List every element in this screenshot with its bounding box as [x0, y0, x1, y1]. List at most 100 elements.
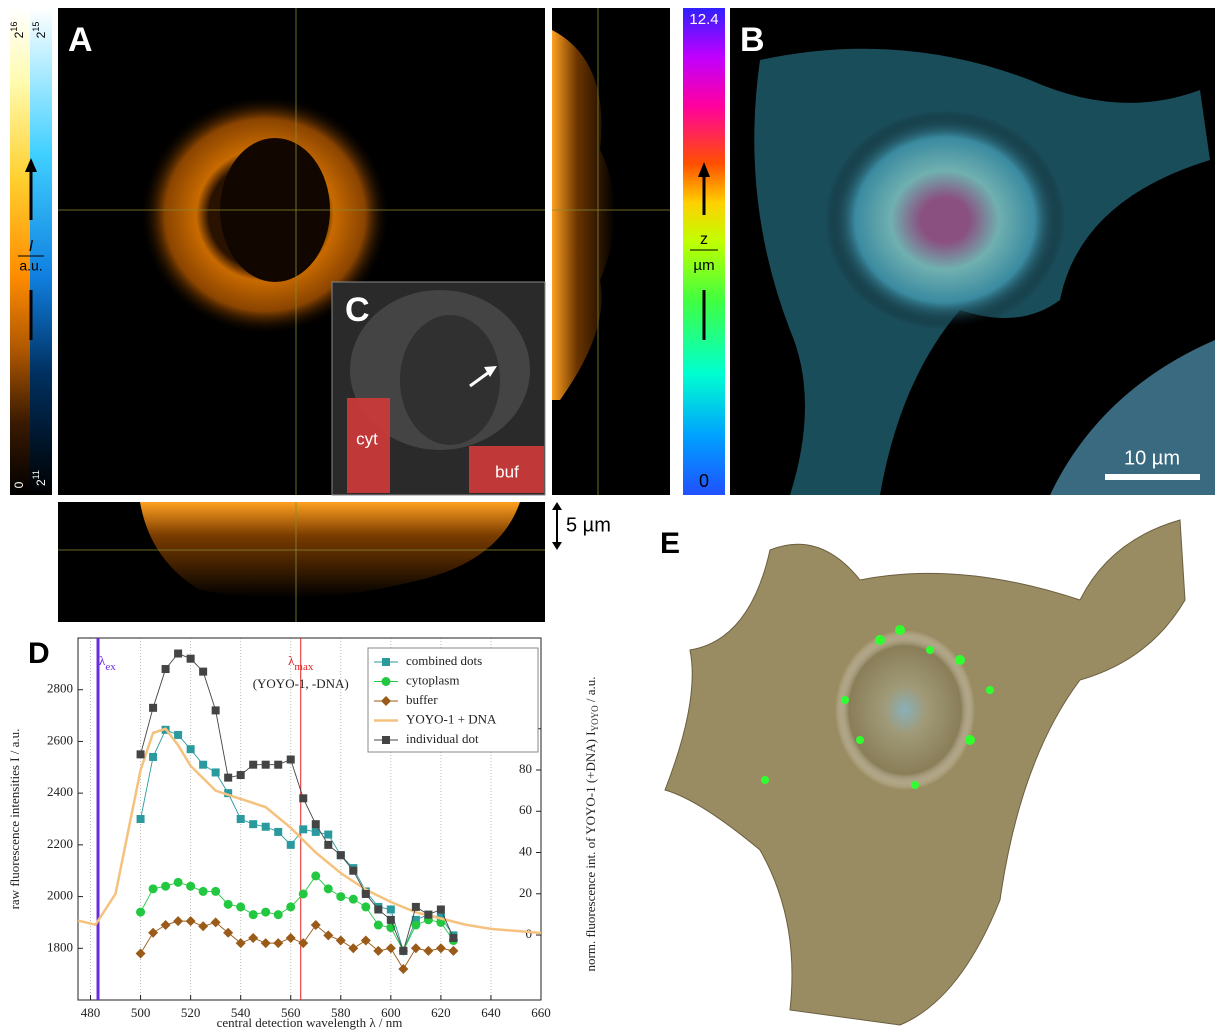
- marker: [435, 943, 446, 954]
- marker: [223, 899, 233, 909]
- x-tick-label: 540: [231, 1005, 251, 1020]
- y-axis-label: raw fluorescence intensities I / a.u.: [7, 729, 22, 910]
- marker: [136, 815, 145, 823]
- marker: [286, 902, 296, 912]
- legend-marker: [381, 696, 391, 706]
- x-tick-label: 640: [481, 1005, 501, 1020]
- y-tick-label: 2000: [47, 888, 73, 903]
- legend-label: YOYO-1 + DNA: [406, 711, 497, 726]
- marker: [386, 905, 395, 914]
- marker: [261, 760, 270, 769]
- marker: [260, 938, 271, 949]
- marker: [385, 943, 396, 954]
- x-tick-label: 580: [331, 1005, 351, 1020]
- marker: [285, 932, 296, 943]
- x-tick-label: 480: [81, 1005, 101, 1020]
- legend-marker: [382, 658, 390, 666]
- marker: [148, 884, 158, 894]
- region: [347, 398, 390, 493]
- marker: [273, 910, 283, 920]
- y-tick-label: 2800: [47, 681, 73, 696]
- annotation-sub: ex: [105, 661, 116, 673]
- marker: [373, 945, 384, 956]
- marker: [299, 825, 308, 834]
- annotation: λmax: [288, 653, 314, 673]
- marker: [185, 916, 196, 927]
- annotation-symbol: λ: [99, 653, 106, 668]
- annotation: λex: [99, 653, 116, 673]
- y2-tick-label: 80: [519, 761, 532, 776]
- y2-label-unit: / a.u.: [583, 677, 598, 706]
- marker: [373, 920, 383, 930]
- marker: [186, 745, 195, 754]
- cell: [1050, 340, 1215, 495]
- colorbar-unit: µm: [693, 257, 714, 274]
- dot: [926, 646, 934, 654]
- marker: [361, 902, 371, 912]
- plot-frame: [77, 637, 542, 1001]
- colorbar-unit: a.u.: [19, 258, 42, 274]
- marker: [299, 794, 308, 803]
- region-label: buf: [495, 462, 519, 481]
- y2-tick-label: 60: [519, 802, 532, 817]
- arrow-head: [25, 158, 37, 172]
- marker: [149, 752, 158, 761]
- marker: [211, 706, 220, 715]
- panel-label: A: [68, 21, 93, 59]
- dot: [841, 696, 849, 704]
- y2-label-main: norm. fluorescence int. of YOYO-1 (+DNA)…: [583, 731, 598, 971]
- cell-body: [825, 110, 1065, 330]
- marker: [348, 943, 359, 954]
- colorbar-tick: 215: [31, 22, 48, 39]
- marker: [173, 916, 184, 927]
- y-tick-label: 2600: [47, 732, 73, 747]
- y2-label-sub: YOYO: [590, 705, 600, 731]
- colorbar-tick: 216: [9, 22, 26, 39]
- marker: [199, 760, 208, 769]
- marker: [261, 822, 270, 831]
- legend-marker: [382, 736, 390, 744]
- colorbar-quantity: z: [700, 231, 708, 248]
- marker: [211, 886, 221, 896]
- marker: [361, 889, 370, 898]
- marker: [198, 886, 208, 896]
- arrow-head: [484, 366, 497, 377]
- panel-label: D: [28, 637, 50, 670]
- marker: [135, 948, 146, 959]
- marker: [173, 877, 183, 887]
- marker: [223, 927, 234, 938]
- dot: [955, 655, 965, 665]
- marker: [311, 820, 320, 829]
- marker: [161, 881, 171, 891]
- marker: [310, 920, 321, 931]
- legend-marker: [381, 677, 391, 686]
- marker: [186, 881, 196, 891]
- marker: [336, 892, 346, 902]
- marker: [210, 917, 221, 928]
- colorbar-labels: 216 215 0 211: [9, 22, 48, 489]
- marker: [324, 840, 333, 849]
- x-tick-label: 620: [431, 1005, 451, 1020]
- marker: [274, 760, 283, 769]
- marker: [349, 866, 358, 875]
- colorbar: [683, 8, 725, 495]
- dot: [965, 735, 975, 745]
- colorbar-tick: 0: [12, 481, 26, 488]
- marker: [336, 851, 345, 860]
- nucleus-render: [835, 630, 975, 790]
- legend-label: individual dot: [406, 731, 479, 746]
- y-tick-label: 2200: [47, 836, 73, 851]
- marker: [286, 755, 295, 764]
- panel-label: E: [660, 527, 680, 560]
- dot: [761, 776, 769, 784]
- marker: [211, 768, 220, 777]
- dot: [875, 635, 885, 645]
- marker: [249, 760, 258, 769]
- marker: [224, 789, 233, 798]
- marker: [399, 946, 408, 955]
- region: [469, 446, 544, 493]
- marker: [174, 730, 183, 739]
- marker: [311, 871, 321, 881]
- marker: [248, 932, 259, 943]
- marker: [386, 915, 395, 924]
